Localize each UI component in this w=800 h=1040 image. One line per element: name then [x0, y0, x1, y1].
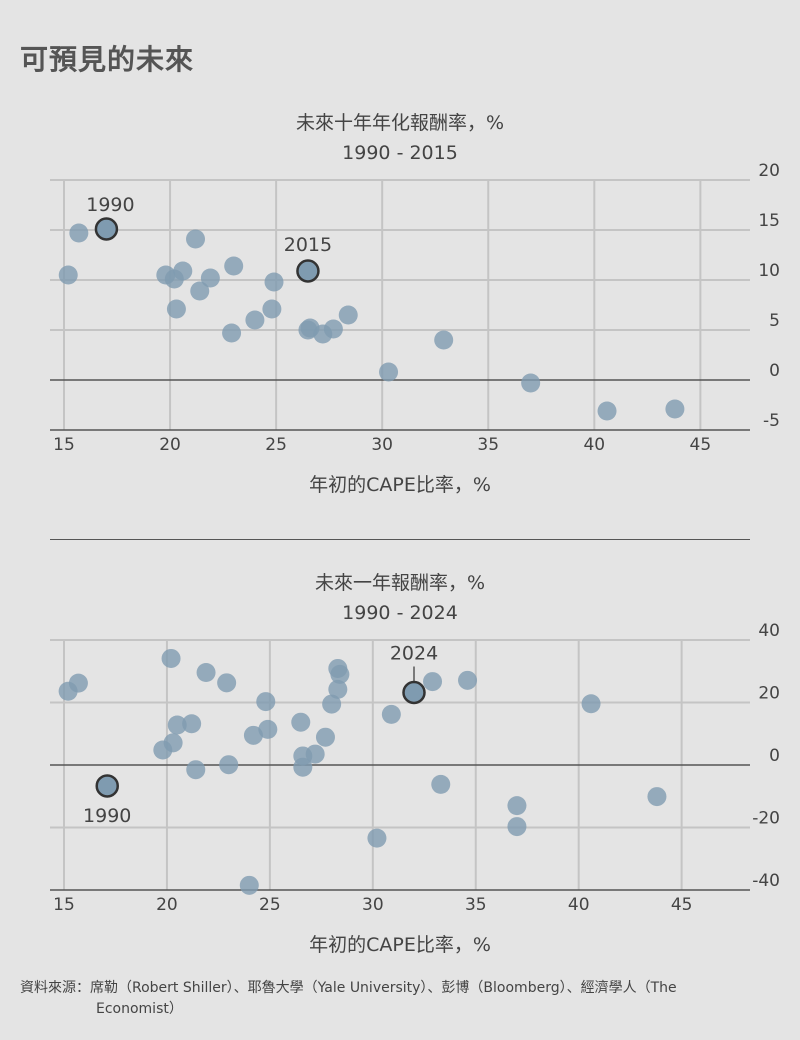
x-tick-label: 20	[156, 895, 178, 915]
data-point	[167, 715, 187, 735]
highlight-point-2024	[402, 680, 426, 705]
data-point	[305, 744, 325, 764]
data-point	[293, 757, 313, 777]
data-point	[256, 692, 276, 712]
data-point	[330, 664, 350, 684]
chart2-subtitle: 1990 - 2024	[342, 602, 458, 624]
data-point	[239, 875, 259, 895]
data-point	[434, 330, 454, 350]
chart1-subtitle: 1990 - 2015	[342, 142, 458, 164]
x-tick-label: 15	[53, 435, 75, 455]
chart2-xlabel: 年初的CAPE比率，%	[309, 934, 491, 956]
data-point	[69, 223, 89, 243]
x-tick-label: 40	[568, 895, 590, 915]
x-tick-label: 25	[265, 435, 287, 455]
chart2-scatter: 15 20 25 30 35 40 45 40 20 0 -20 -40 1990 2024	[50, 621, 780, 915]
x-tick-label: 30	[362, 895, 384, 915]
y-tick-label: 20	[758, 684, 780, 704]
x-tick-label: 25	[259, 895, 281, 915]
chart2-title: 未來一年報酬率，%	[314, 572, 486, 594]
source-note: 資料來源：席勒（Robert Shiller）、耶魯大學（Yale Univer…	[20, 978, 760, 1020]
data-point	[507, 817, 527, 837]
chart1-xlabel: 年初的CAPE比率，%	[309, 474, 491, 496]
source-line-2: Economist）	[96, 1001, 183, 1017]
highlight-label-1990: 1990	[86, 194, 134, 216]
x-tick-label: 20	[159, 435, 181, 455]
y-tick-label: 0	[769, 746, 780, 766]
data-point	[379, 362, 399, 382]
highlight-label-2024: 2024	[390, 643, 438, 665]
data-point	[322, 694, 342, 714]
data-point	[190, 281, 210, 301]
y-tick-label: -20	[752, 809, 780, 829]
y-tick-label: 10	[758, 261, 780, 281]
data-point	[315, 727, 335, 747]
x-tick-label: 40	[583, 435, 605, 455]
data-point	[581, 694, 601, 714]
data-point	[173, 261, 193, 281]
y-tick-label: -5	[763, 411, 780, 431]
y-tick-label: 5	[769, 311, 780, 331]
data-point	[381, 704, 401, 724]
data-point	[186, 229, 206, 249]
y-tick-label: 20	[758, 161, 780, 181]
data-point	[219, 755, 239, 775]
chart1-title-block: 未來十年年化報酬率，% 1990 - 2015	[0, 108, 800, 168]
data-point	[338, 305, 358, 325]
x-tick-label: 35	[465, 895, 487, 915]
data-point	[196, 663, 216, 682]
data-point	[367, 828, 387, 848]
data-point	[597, 401, 617, 421]
x-tick-label: 30	[371, 435, 393, 455]
source-line-1: 資料來源：席勒（Robert Shiller）、耶魯大學（Yale Univer…	[20, 980, 677, 996]
x-tick-label: 35	[477, 435, 499, 455]
highlight-point-2015	[296, 259, 320, 283]
data-point	[243, 725, 263, 745]
data-point	[182, 714, 202, 734]
chart1-title: 未來十年年化報酬率，%	[295, 112, 505, 134]
data-point	[186, 760, 206, 780]
data-point	[328, 679, 348, 699]
data-point	[507, 796, 527, 816]
y-tick-label: 15	[758, 211, 780, 231]
data-point	[68, 673, 88, 693]
data-point	[323, 319, 343, 339]
data-point	[163, 733, 183, 753]
x-tick-label: 45	[671, 895, 693, 915]
data-point	[217, 673, 237, 693]
highlight-label-1990: 1990	[83, 805, 131, 827]
chart-divider	[50, 539, 750, 540]
x-tick-label: 15	[53, 895, 75, 915]
y-tick-label: -40	[752, 871, 780, 891]
data-point	[258, 719, 278, 739]
data-point	[161, 648, 181, 668]
highlight-point-1990	[94, 217, 119, 241]
data-point	[521, 373, 541, 393]
data-point	[431, 774, 451, 794]
y-tick-label: 0	[769, 361, 780, 381]
data-point	[647, 787, 667, 807]
data-point	[222, 323, 242, 343]
data-point	[665, 399, 685, 419]
data-point	[458, 670, 478, 690]
data-point	[245, 310, 265, 330]
highlight-point-1990	[95, 774, 119, 798]
y-tick-label: 40	[758, 621, 780, 641]
data-point	[58, 265, 78, 285]
data-point	[224, 256, 244, 276]
x-tick-label: 45	[690, 435, 712, 455]
data-point	[262, 299, 282, 319]
highlight-label-2015: 2015	[284, 234, 332, 256]
chart2-title-block: 未來一年報酬率，% 1990 - 2024	[0, 568, 800, 628]
data-point	[423, 672, 443, 692]
data-point	[264, 272, 284, 292]
page-title: 可預見的未來	[20, 43, 195, 76]
data-point	[291, 712, 311, 732]
data-point	[200, 268, 220, 288]
data-point	[166, 299, 186, 319]
